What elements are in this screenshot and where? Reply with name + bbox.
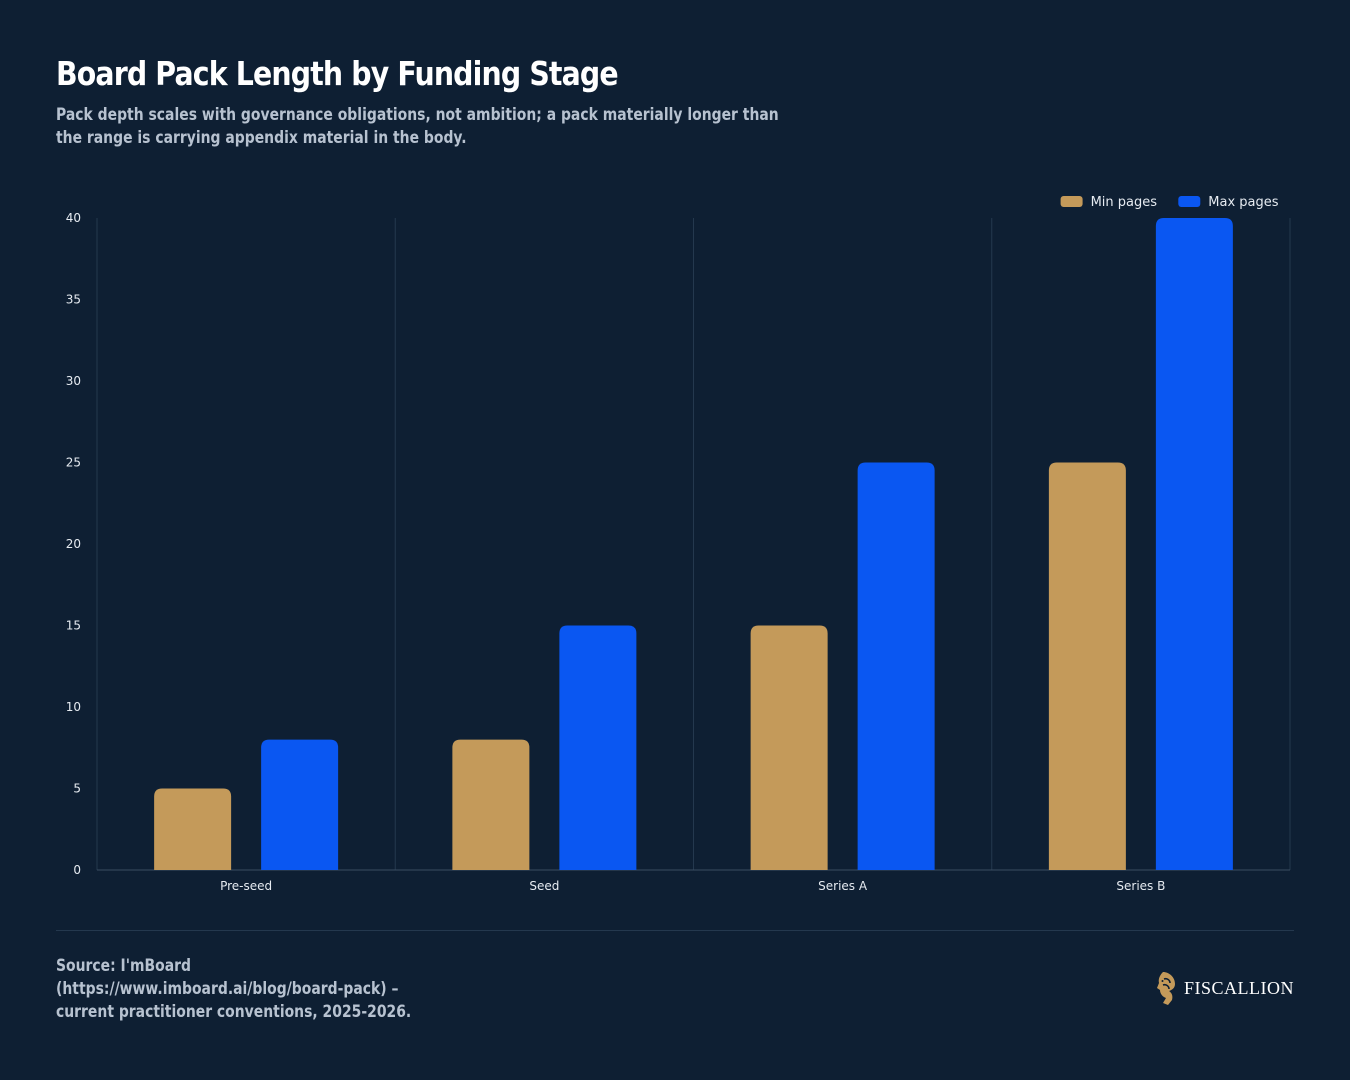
legend-label-max: Max pages (1208, 195, 1278, 210)
x-tick-label: Seed (529, 879, 559, 893)
x-tick-label: Pre-seed (220, 879, 272, 893)
bar-chart: 0 5 10 15 20 25 30 35 40 Pre-seed Seed Series A Seri… (66, 195, 1291, 893)
source-note: Source: I'mBoard (https://www.imboard.ai… (56, 956, 412, 1022)
footer-divider (56, 930, 1294, 931)
bar-max-series-a (857, 462, 935, 870)
legend-label-min: Min pages (1091, 195, 1158, 210)
bar-max-pre-seed (261, 739, 339, 870)
y-tick-label: 30 (66, 374, 81, 388)
y-tick-label: 10 (66, 700, 81, 714)
y-tick-label: 40 (66, 211, 81, 225)
x-tick-label: Series B (1116, 879, 1165, 893)
y-tick-label: 25 (66, 456, 81, 470)
y-tick-label: 0 (73, 863, 81, 877)
y-tick-label: 20 (66, 537, 81, 551)
y-tick-label: 35 (66, 293, 81, 307)
horse-head-logo-icon (1156, 972, 1175, 1005)
bar-max-series-b (1155, 218, 1233, 870)
chart-subtitle: Pack depth scales with governance obliga… (56, 105, 779, 148)
chart-title: Board Pack Length by Funding Stage (56, 54, 619, 93)
brand-logo: FISCALLION (1154, 970, 1294, 1006)
bar-max-seed (559, 625, 637, 870)
y-tick-label: 5 (73, 782, 81, 796)
x-tick-label: Series A (818, 879, 868, 893)
legend-swatch-min (1060, 196, 1083, 207)
bar-min-series-a (750, 625, 828, 870)
legend-swatch-max (1178, 196, 1201, 207)
brand-name: FISCALLION (1183, 977, 1294, 998)
bar-min-seed (452, 739, 530, 870)
bar-min-series-b (1048, 462, 1126, 870)
y-tick-label: 15 (66, 619, 81, 633)
bar-min-pre-seed (154, 788, 232, 870)
